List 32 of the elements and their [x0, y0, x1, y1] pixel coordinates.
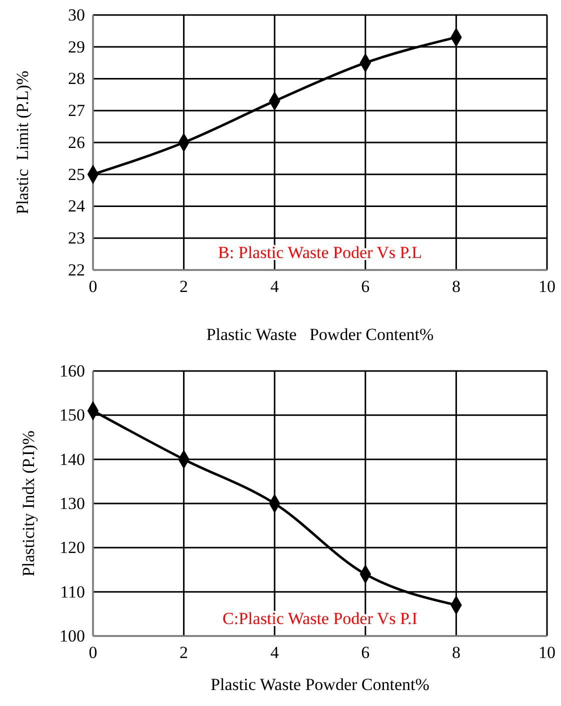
x-tick-label: 6 — [361, 643, 370, 662]
x-tick-label: 2 — [180, 643, 188, 662]
x-tick-label: 6 — [361, 277, 370, 296]
x-tick-label: 10 — [538, 277, 556, 296]
y-tick-label: 160 — [60, 361, 85, 380]
y-tick-label: 140 — [60, 450, 85, 469]
x-axis-title: Plastic Waste Powder Content% — [206, 325, 434, 344]
x-tick-label: 8 — [452, 277, 460, 296]
y-tick-label: 100 — [60, 626, 85, 646]
y-tick-label: 120 — [60, 538, 85, 558]
y-tick-label: 23 — [68, 228, 85, 248]
y-tick-label: 110 — [60, 582, 85, 602]
y-tick-label: 30 — [68, 5, 85, 24]
x-tick-label: 4 — [270, 643, 280, 662]
x-tick-label: 2 — [180, 277, 188, 296]
y-tick-label: 28 — [68, 69, 85, 88]
y-tick-label: 24 — [68, 196, 86, 216]
y-tick-label: 150 — [60, 406, 85, 425]
y-tick-label: 22 — [68, 260, 85, 280]
x-tick-label: 10 — [538, 643, 556, 662]
y-axis-title: Plasticity Indx (P.I)% — [19, 430, 38, 576]
x-tick-label: 4 — [270, 277, 280, 296]
x-tick-label: 0 — [88, 643, 98, 662]
x-tick-label: 8 — [452, 643, 460, 662]
y-tick-label: 130 — [60, 494, 85, 513]
y-tick-label: 27 — [68, 101, 86, 120]
y-tick-label: 26 — [68, 132, 85, 152]
x-tick-label: 0 — [88, 277, 98, 296]
y-tick-label: 29 — [68, 37, 85, 56]
y-axis-title: Plastic Limit (P.L)% — [13, 70, 32, 214]
y-tick-label: 25 — [68, 164, 85, 184]
x-axis-title: Plastic Waste Powder Content% — [210, 675, 430, 694]
